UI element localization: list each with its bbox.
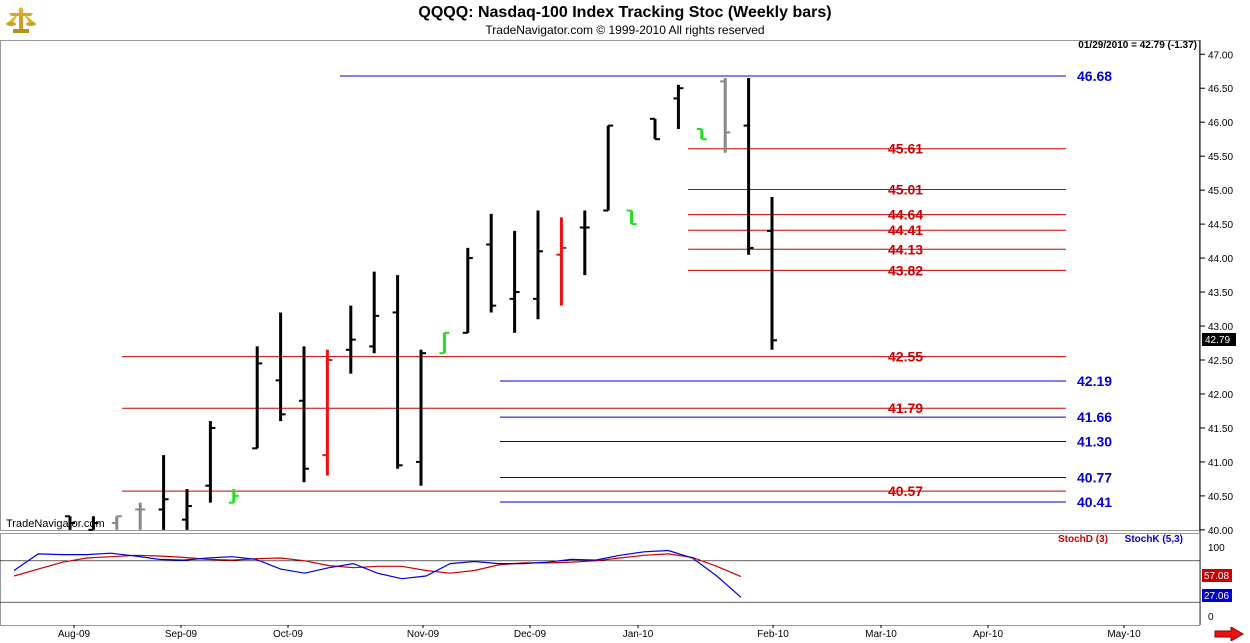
ohlc-bar: [299, 346, 309, 483]
date-tick-label: Nov-09: [407, 629, 440, 640]
stochk-last-value: 27.06: [1204, 591, 1229, 602]
level-label: 40.77: [1077, 470, 1112, 486]
ohlc-bar: [556, 217, 567, 306]
price-tick-label: 45.00: [1208, 186, 1233, 197]
ohlc-bar: [228, 489, 239, 504]
level-label: 44.64: [888, 207, 923, 223]
price-panel-frame: [0, 40, 1201, 625]
last-price-tag: 42.79: [1205, 335, 1230, 346]
level-label: 40.41: [1077, 494, 1112, 510]
ohlc-bar: [743, 78, 754, 255]
date-tick-label: Apr-10: [973, 629, 1003, 640]
chart-title: QQQQ: Nasdaq-100 Index Tracking Stoc (We…: [418, 4, 832, 21]
price-tick-label: 41.00: [1208, 458, 1233, 469]
ohlc-bar: [579, 210, 590, 276]
price-tick-label: 44.50: [1208, 220, 1233, 231]
ohlc-bar: [275, 312, 286, 422]
stochd-line: [13, 553, 742, 578]
date-tick-label: Sep-09: [165, 629, 198, 640]
ohlc-bar: [158, 455, 169, 530]
level-label: 41.30: [1077, 434, 1112, 450]
price-tick-label: 42.50: [1208, 356, 1233, 367]
ohlc-bar: [439, 331, 450, 355]
level-label: 42.19: [1077, 373, 1112, 389]
ohlc-bar: [369, 271, 380, 354]
date-tick-label: Aug-09: [58, 629, 91, 640]
date-tick-label: Jan-10: [623, 629, 654, 640]
ohlc-bar: [392, 275, 403, 469]
price-tick-label: 41.50: [1208, 424, 1233, 435]
ohlc-bar: [626, 209, 637, 226]
date-tick-label: Feb-10: [757, 629, 789, 640]
ohlc-bar: [486, 213, 497, 313]
stochk-legend-label: StochK (5,3): [1125, 534, 1183, 545]
ohlc-bar: [88, 516, 99, 531]
price-tick-label: 47.00: [1208, 50, 1233, 61]
stoch-legend: StochD (3) StochK (5,3): [1058, 534, 1183, 545]
price-tick-label: 40.50: [1208, 492, 1233, 503]
ohlc-bar: [182, 489, 192, 530]
date-axis-ticks: Aug-09 Sep-09 Oct-09 Nov-09 Dec-09 Jan-10 Feb-…: [58, 625, 1141, 640]
ohlc-bar: [696, 127, 707, 141]
copyright-notice: TradeNavigator.com © 1999-2010 All right…: [485, 23, 765, 37]
ohlc-bar: [322, 349, 333, 476]
ohlc-bar: [720, 78, 731, 153]
last-quote: 01/29/2010 = 42.79 (-1.37): [1078, 40, 1197, 51]
chart-header: QQQQ: Nasdaq-100 Index Tracking Stoc (We…: [0, 0, 1250, 40]
ohlc-bar: [650, 117, 660, 141]
ohlc-bar: [205, 421, 216, 503]
level-label: 44.13: [888, 241, 923, 257]
indicator-panel-frame: [0, 533, 1200, 626]
level-label: 44.41: [888, 222, 923, 238]
price-axis-ticks: 47.00 46.50 46.00 45.50 45.00 44.50 44.00 43.50…: [1200, 50, 1233, 537]
ohlc-bar: [533, 210, 543, 320]
price-tick-label: 44.00: [1208, 254, 1233, 265]
stochd-last-value: 57.08: [1204, 571, 1229, 582]
price-tick-label: 46.00: [1208, 118, 1233, 129]
price-tick-label: 42.00: [1208, 390, 1233, 401]
ohlc-bar: [767, 196, 777, 350]
ohlc-bar: [135, 502, 146, 530]
price-bars: [65, 78, 777, 531]
price-tick-label: 43.50: [1208, 288, 1233, 299]
ohlc-bar: [416, 349, 426, 486]
indicator-tick-label: 0: [1208, 612, 1214, 623]
level-label: 41.79: [888, 400, 923, 416]
level-label: 40.57: [888, 483, 923, 499]
last-price-marker: 42.79: [1202, 333, 1236, 346]
date-tick-label: Dec-09: [514, 629, 547, 640]
date-tick-label: Mar-10: [865, 629, 897, 640]
stochastic-lines: 100 0: [0, 543, 1225, 623]
ohlc-bar: [509, 230, 520, 333]
level-label: 45.01: [888, 181, 923, 197]
watermark: TradeNavigator.com: [6, 518, 105, 530]
level-label: 41.66: [1077, 409, 1112, 425]
scales-icon: [6, 7, 36, 33]
price-tick-label: 40.00: [1208, 526, 1233, 537]
ohlc-bar: [252, 346, 263, 450]
level-label: 42.55: [888, 349, 923, 365]
stochk-line: [13, 549, 742, 598]
ohlc-bar: [65, 515, 75, 530]
date-tick-label: Oct-09: [273, 629, 303, 640]
price-tick-label: 45.50: [1208, 152, 1233, 163]
red-right-arrow-icon[interactable]: [1214, 627, 1244, 641]
ohlc-bar: [673, 84, 684, 129]
level-label: 46.68: [1077, 68, 1112, 84]
date-tick-label: May-10: [1107, 629, 1141, 640]
level-label: 45.61: [888, 141, 923, 157]
indicator-tick-label: 100: [1208, 543, 1225, 554]
ohlc-bar: [462, 247, 473, 334]
ohlc-bar: [603, 124, 614, 212]
level-label: 43.82: [888, 262, 923, 278]
stochd-last-value-marker: 57.08: [1202, 569, 1232, 582]
price-tick-label: 43.00: [1208, 322, 1233, 333]
stochd-legend-label: StochD (3): [1058, 534, 1108, 545]
ohlc-bar: [111, 515, 122, 530]
price-tick-label: 46.50: [1208, 84, 1233, 95]
stochk-last-value-marker: 27.06: [1202, 589, 1232, 602]
ohlc-bar: [345, 305, 356, 374]
